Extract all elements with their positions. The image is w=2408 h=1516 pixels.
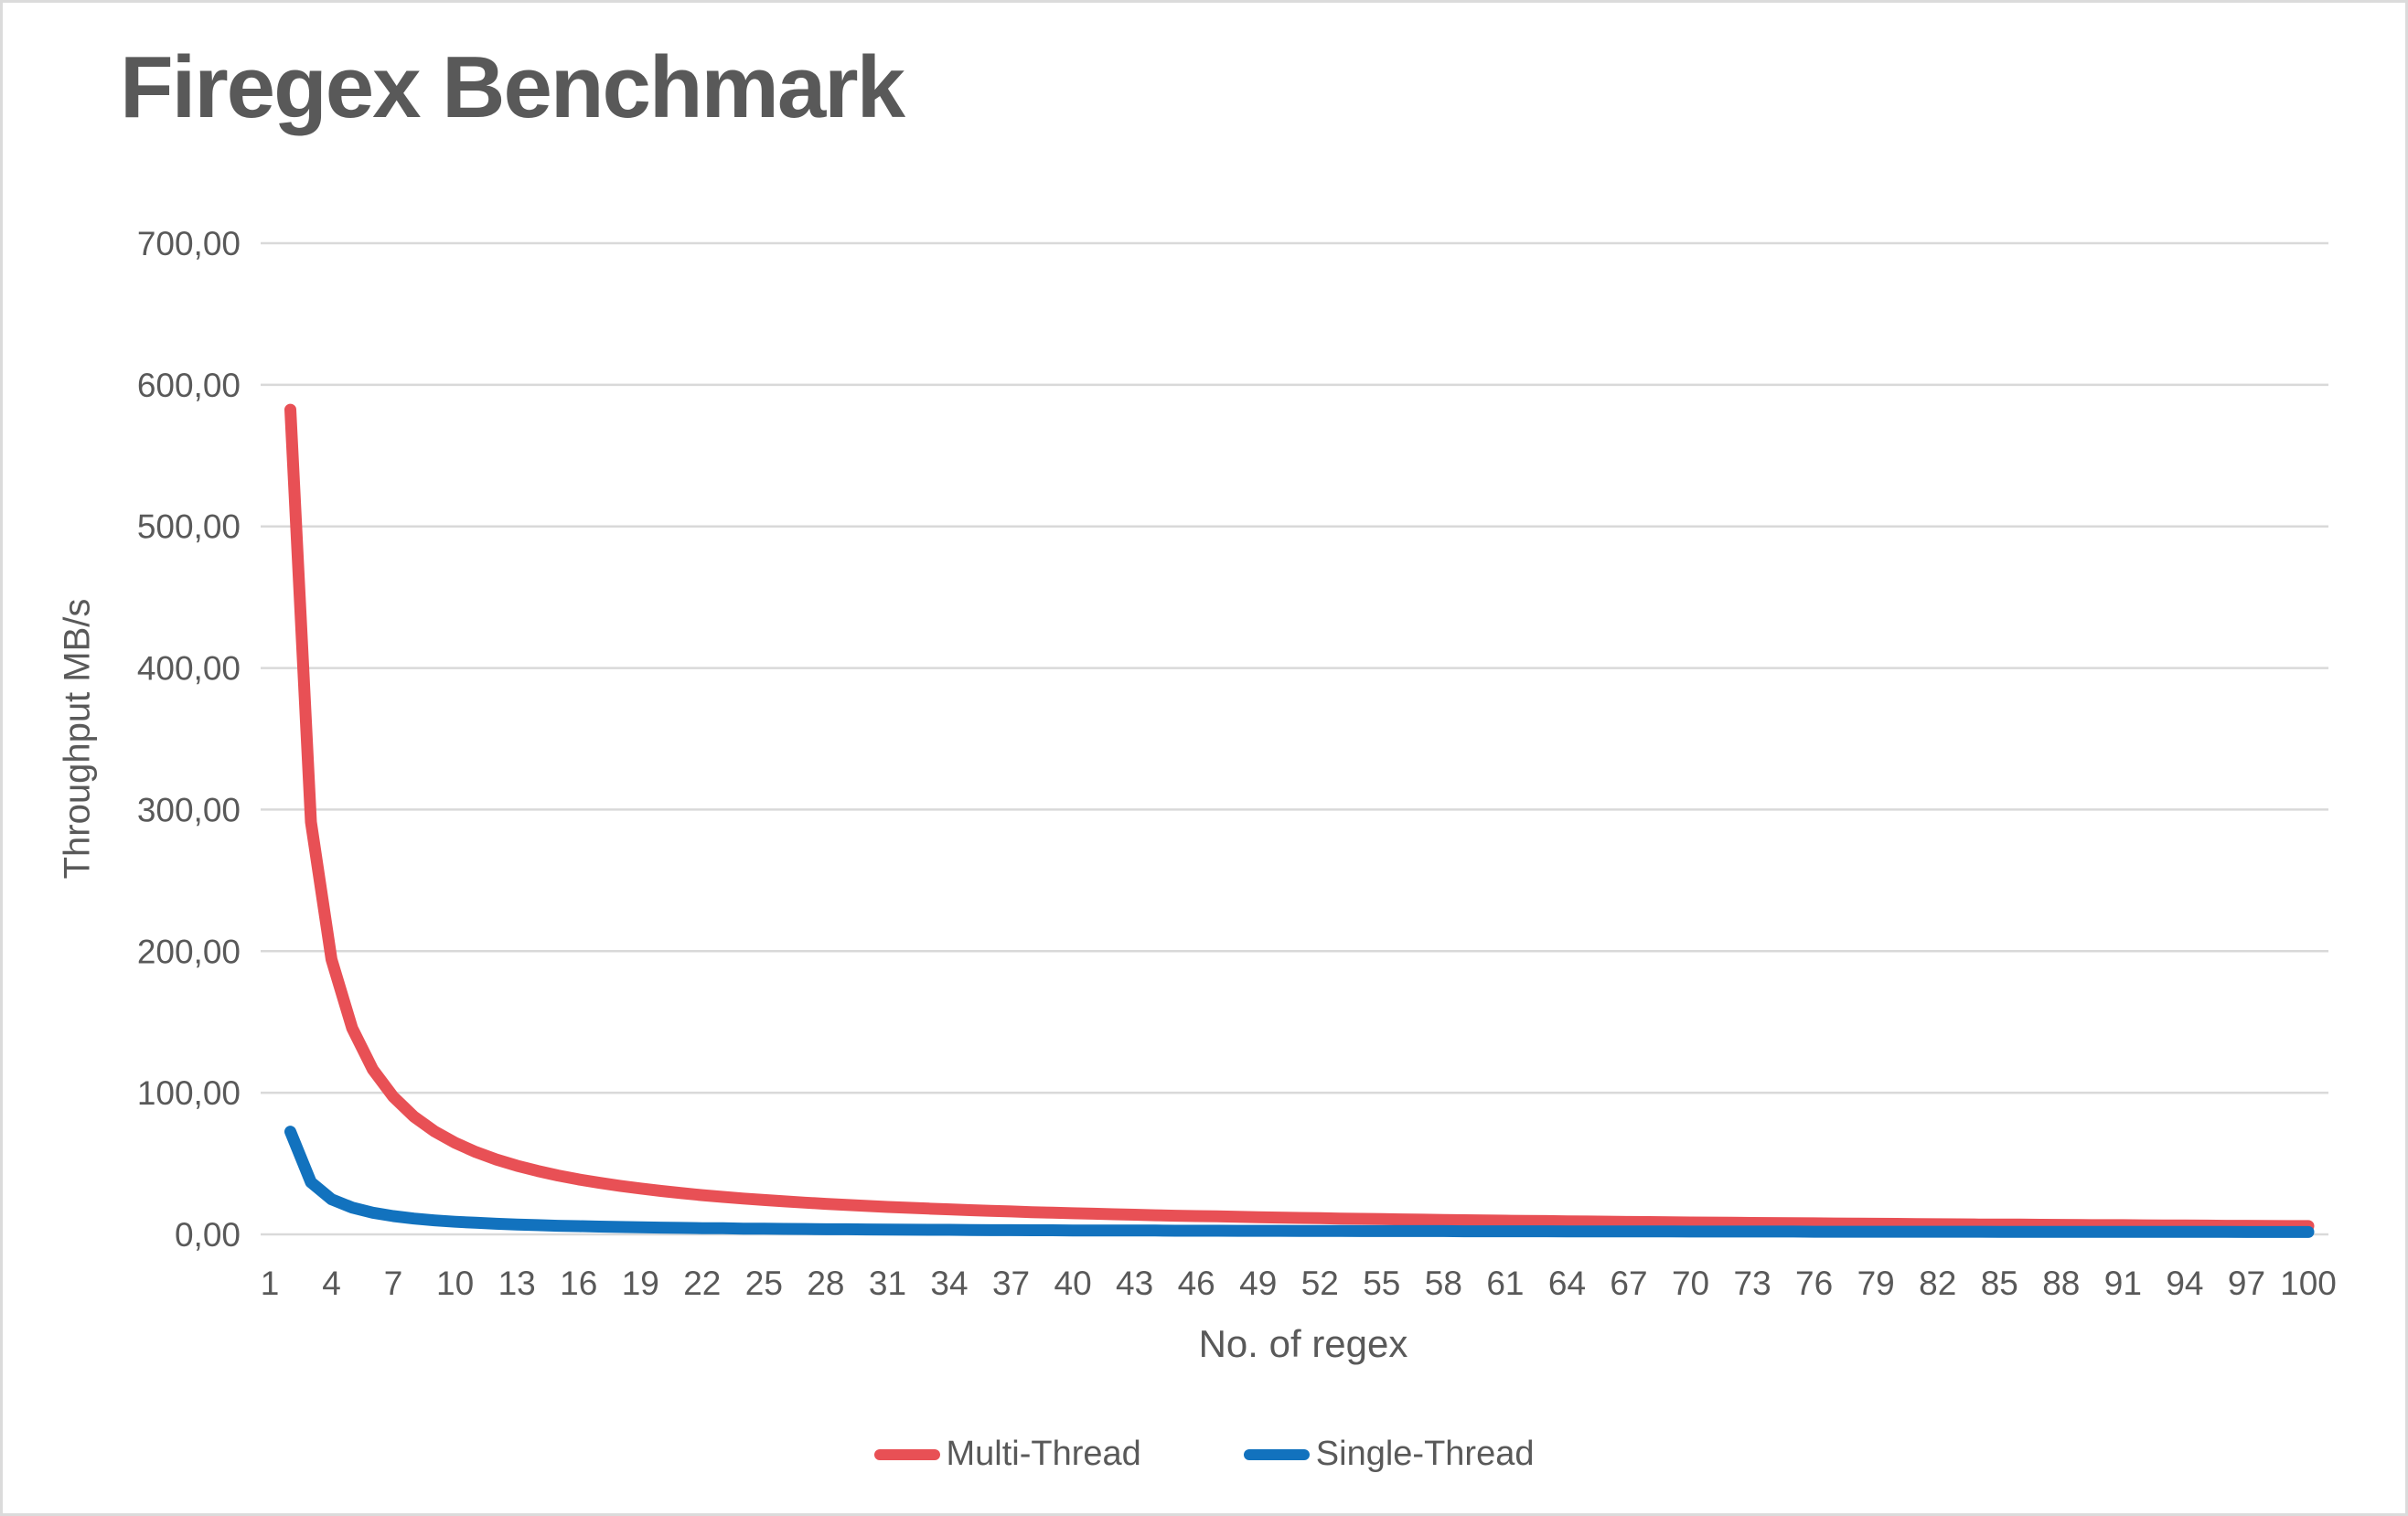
- y-tick-label: 300,00: [137, 791, 241, 828]
- x-tick-label: 73: [1734, 1265, 1771, 1302]
- x-tick-label: 34: [930, 1265, 968, 1302]
- x-tick-label: 76: [1795, 1265, 1833, 1302]
- x-tick-label: 13: [498, 1265, 536, 1302]
- x-tick-label: 19: [622, 1265, 659, 1302]
- x-tick-label: 46: [1178, 1265, 1215, 1302]
- x-tick-label: 64: [1548, 1265, 1586, 1302]
- multi-thread-line-icon: [873, 1448, 940, 1460]
- x-tick-label: 22: [683, 1265, 721, 1302]
- x-tick-label: 79: [1857, 1265, 1895, 1302]
- x-tick-label: 91: [2104, 1265, 2142, 1302]
- x-tick-label: 82: [1919, 1265, 1956, 1302]
- x-tick-label: 67: [1610, 1265, 1647, 1302]
- legend-label-multi-thread: Multi-Thread: [946, 1435, 1141, 1473]
- single-thread-line: [284, 1126, 2315, 1238]
- y-tick-label: 500,00: [137, 508, 241, 546]
- x-tick-label: 43: [1116, 1265, 1153, 1302]
- x-tick-label: 40: [1054, 1265, 1092, 1302]
- x-tick-label: 4: [322, 1265, 341, 1302]
- y-tick-label: 200,00: [137, 933, 241, 970]
- x-tick-label: 94: [2166, 1265, 2203, 1302]
- x-tick-label: 16: [560, 1265, 597, 1302]
- x-tick-label: 1: [261, 1265, 280, 1302]
- y-tick-label: 700,00: [137, 225, 241, 262]
- y-tick-label: 100,00: [137, 1074, 241, 1112]
- legend-label-single-thread: Single-Thread: [1315, 1435, 1535, 1473]
- single-thread-line-icon: [1243, 1448, 1310, 1460]
- x-tick-label: 88: [2042, 1265, 2080, 1302]
- x-tick-label: 7: [384, 1265, 403, 1302]
- x-axis-title: No. of regex: [1198, 1322, 1408, 1365]
- x-tick-label: 61: [1486, 1265, 1524, 1302]
- legend: Multi-Thread Single-Thread: [3, 1435, 2405, 1474]
- x-tick-label: 28: [807, 1265, 844, 1302]
- legend-item-multi-thread: Multi-Thread: [873, 1435, 1141, 1474]
- x-tick-label: 70: [1672, 1265, 1709, 1302]
- x-tick-label: 10: [436, 1265, 474, 1302]
- legend-item-single-thread: Single-Thread: [1243, 1435, 1535, 1474]
- x-tick-label: 49: [1239, 1265, 1277, 1302]
- x-tick-label: 97: [2228, 1265, 2265, 1302]
- x-tick-label: 52: [1301, 1265, 1339, 1302]
- multi-thread-line: [284, 403, 2315, 1233]
- y-tick-label: 600,00: [137, 367, 241, 404]
- x-tick-label: 37: [992, 1265, 1030, 1302]
- x-tick-label: 31: [869, 1265, 906, 1302]
- x-tick-label: 25: [745, 1265, 783, 1302]
- y-tick-label: 0,00: [175, 1216, 241, 1254]
- x-tick-label: 55: [1363, 1265, 1400, 1302]
- x-tick-label: 100: [2280, 1265, 2337, 1302]
- x-tick-label: 58: [1425, 1265, 1462, 1302]
- x-tick-label: 85: [1981, 1265, 2018, 1302]
- chart-title: Firegex Benchmark: [120, 38, 905, 136]
- y-tick-label: 400,00: [137, 650, 241, 688]
- plot-area: 0,00 100,00 200,00 300,00 400,00 500,00 600,00…: [137, 225, 2337, 1302]
